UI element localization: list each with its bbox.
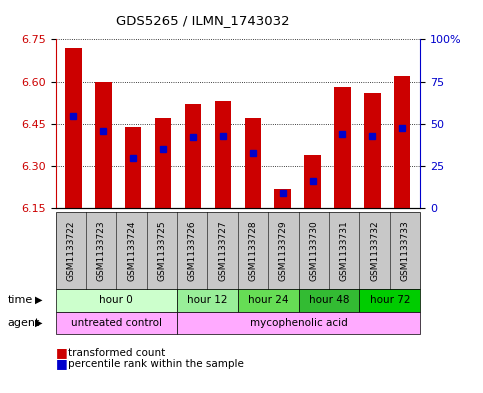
Text: hour 12: hour 12 [187,295,228,305]
Text: time: time [7,295,32,305]
Bar [65,48,82,208]
Text: percentile rank within the sample: percentile rank within the sample [68,359,243,369]
Text: GSM1133730: GSM1133730 [309,220,318,281]
Text: ▶: ▶ [35,295,43,305]
Text: untreated control: untreated control [71,318,162,328]
Text: agent: agent [7,318,40,328]
Text: GSM1133724: GSM1133724 [127,220,136,281]
Bar [304,155,321,208]
Bar [155,118,171,208]
Text: GSM1133733: GSM1133733 [400,220,410,281]
Bar [244,118,261,208]
Text: hour 24: hour 24 [248,295,288,305]
Bar [125,127,142,208]
Bar [95,82,112,208]
Text: GSM1133722: GSM1133722 [66,220,75,281]
Text: GSM1133727: GSM1133727 [218,220,227,281]
Text: GSM1133731: GSM1133731 [340,220,349,281]
Bar [215,101,231,208]
Text: ■: ■ [56,357,67,371]
Text: GDS5265 / ILMN_1743032: GDS5265 / ILMN_1743032 [116,14,290,27]
Text: GSM1133725: GSM1133725 [157,220,167,281]
Bar [334,87,351,208]
Text: ■: ■ [56,346,67,360]
Bar [364,93,381,208]
Text: hour 0: hour 0 [99,295,133,305]
Text: mycophenolic acid: mycophenolic acid [250,318,348,328]
Bar [185,104,201,208]
Text: GSM1133732: GSM1133732 [370,220,379,281]
Text: hour 48: hour 48 [309,295,349,305]
Text: GSM1133726: GSM1133726 [188,220,197,281]
Bar [394,76,411,208]
Text: GSM1133728: GSM1133728 [249,220,257,281]
Text: ▶: ▶ [35,318,43,328]
Text: transformed count: transformed count [68,348,165,358]
Text: GSM1133723: GSM1133723 [97,220,106,281]
Text: GSM1133729: GSM1133729 [279,220,288,281]
Bar [274,189,291,208]
Text: hour 72: hour 72 [369,295,410,305]
